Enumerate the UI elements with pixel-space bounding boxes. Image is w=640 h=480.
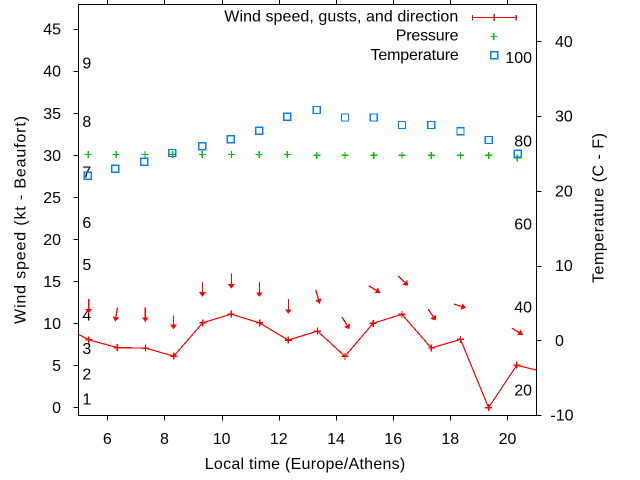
svg-text:Local time (Europe/Athens): Local time (Europe/Athens)	[205, 456, 406, 473]
svg-text:0: 0	[52, 400, 61, 417]
svg-text:1: 1	[82, 392, 91, 409]
svg-text:5: 5	[82, 257, 91, 274]
svg-text:9: 9	[82, 55, 91, 72]
svg-text:2: 2	[82, 366, 91, 383]
svg-text:3: 3	[82, 341, 91, 358]
svg-text:20: 20	[43, 232, 61, 249]
svg-text:20: 20	[499, 431, 517, 448]
svg-text:Pressure: Pressure	[396, 27, 459, 44]
svg-text:15: 15	[43, 274, 61, 291]
svg-text:Wind speed (kt - Beaufort): Wind speed (kt - Beaufort)	[13, 116, 30, 324]
svg-text:10: 10	[213, 431, 231, 448]
svg-text:40: 40	[555, 34, 573, 51]
svg-text:45: 45	[43, 22, 61, 39]
svg-text:0: 0	[555, 333, 564, 350]
svg-text:16: 16	[384, 431, 402, 448]
svg-text:12: 12	[270, 431, 288, 448]
svg-text:8: 8	[160, 431, 169, 448]
svg-text:80: 80	[514, 133, 532, 150]
svg-text:5: 5	[52, 358, 61, 375]
svg-text:14: 14	[327, 431, 345, 448]
svg-text:Wind speed, gusts, and directi: Wind speed, gusts, and direction	[224, 8, 458, 25]
svg-text:18: 18	[441, 431, 459, 448]
svg-text:40: 40	[43, 64, 61, 81]
svg-text:Temperature (C - F): Temperature (C - F)	[591, 133, 608, 283]
svg-text:30: 30	[43, 148, 61, 165]
svg-text:6: 6	[82, 215, 91, 232]
svg-text:10: 10	[43, 316, 61, 333]
svg-text:6: 6	[103, 431, 112, 448]
svg-text:7: 7	[82, 165, 91, 182]
svg-text:60: 60	[514, 216, 532, 233]
svg-text:20: 20	[514, 382, 532, 399]
svg-text:30: 30	[555, 109, 573, 126]
svg-text:8: 8	[82, 114, 91, 131]
svg-text:Temperature: Temperature	[371, 47, 459, 64]
svg-text:35: 35	[43, 106, 61, 123]
svg-text:20: 20	[555, 183, 573, 200]
svg-text:10: 10	[555, 258, 573, 275]
svg-text:25: 25	[43, 190, 61, 207]
svg-text:-10: -10	[550, 408, 573, 425]
svg-text:4: 4	[82, 308, 91, 325]
svg-text:40: 40	[514, 299, 532, 316]
svg-text:100: 100	[505, 50, 532, 67]
